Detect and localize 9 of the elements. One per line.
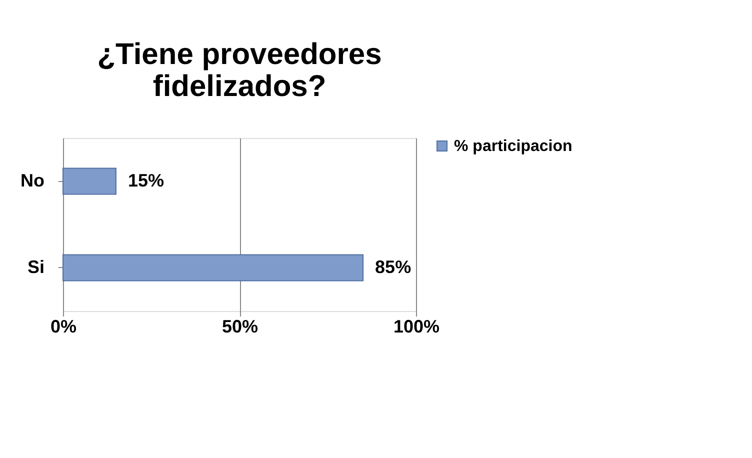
legend-label: % participacion [454, 138, 572, 155]
x-tick-label: 100% [393, 316, 440, 336]
data-label: 85% [375, 256, 412, 277]
data-label: 15% [128, 170, 164, 190]
x-tick-label: 50% [222, 316, 258, 336]
y-tick-label: Si [27, 256, 44, 277]
chart-title: ¿Tiene proveedores fidelizados? [97, 38, 382, 103]
y-tick-label: No [20, 170, 44, 190]
x-tick-label: 0% [50, 316, 77, 336]
